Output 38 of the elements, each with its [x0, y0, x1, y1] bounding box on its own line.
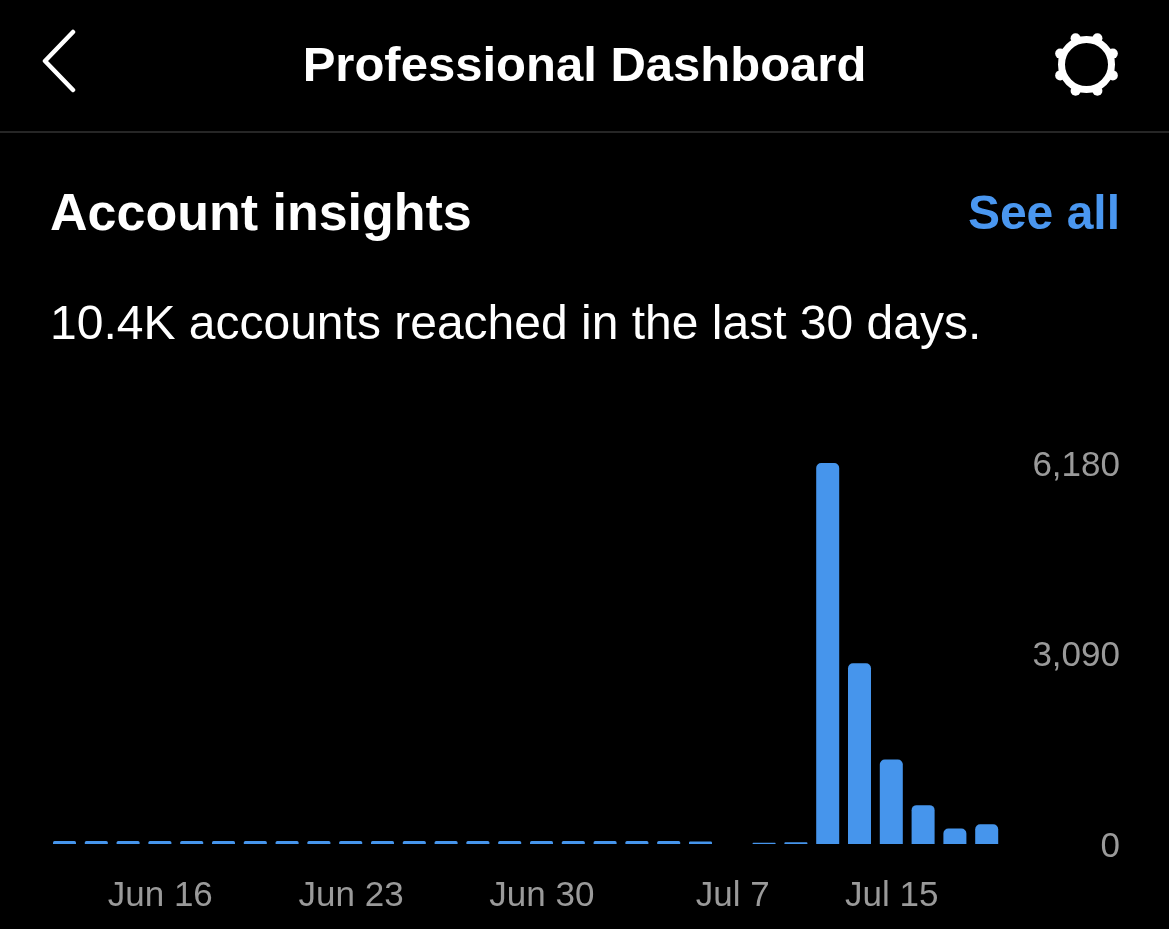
bar: [498, 840, 522, 844]
bar: [212, 840, 235, 844]
x-tick-label: Jun 23: [298, 873, 404, 913]
bar: [434, 840, 458, 844]
x-tick-label: Jul 7: [695, 873, 770, 913]
bar: [943, 828, 967, 844]
bar: [466, 840, 490, 844]
bar: [848, 663, 871, 844]
x-tick-label: Jun 30: [489, 873, 595, 913]
bar: [657, 840, 681, 844]
bar: [307, 840, 331, 844]
bar: [53, 840, 76, 844]
bar: [84, 840, 108, 844]
y-tick-label: 3,090: [1032, 634, 1120, 673]
bar: [116, 840, 140, 844]
bar: [371, 840, 394, 844]
text: Professional Dashboard: [302, 37, 867, 91]
bar: [816, 463, 840, 844]
bar: [339, 840, 363, 844]
y-tick-label: 6,180: [1032, 443, 1120, 483]
x-tick-label: Jun 16: [107, 873, 213, 913]
bar: [402, 840, 426, 844]
bar: [561, 840, 585, 844]
x-tick-label: Jul 15: [845, 873, 939, 913]
bar: [148, 840, 172, 844]
bar: [879, 759, 903, 844]
bar: [530, 840, 553, 844]
bar: [275, 840, 299, 844]
bar: [911, 805, 935, 844]
y-tick-label: 0: [1100, 824, 1120, 864]
bar: [180, 840, 204, 844]
bar: [243, 840, 267, 844]
bar: [975, 824, 999, 844]
bar: [625, 840, 649, 844]
chart-subtitle: 10.4K accounts reached in the last 30 days.: [50, 296, 982, 349]
bar: [593, 840, 617, 844]
chart-title: Account insights: [50, 183, 472, 241]
text: See all: [967, 186, 1120, 239]
